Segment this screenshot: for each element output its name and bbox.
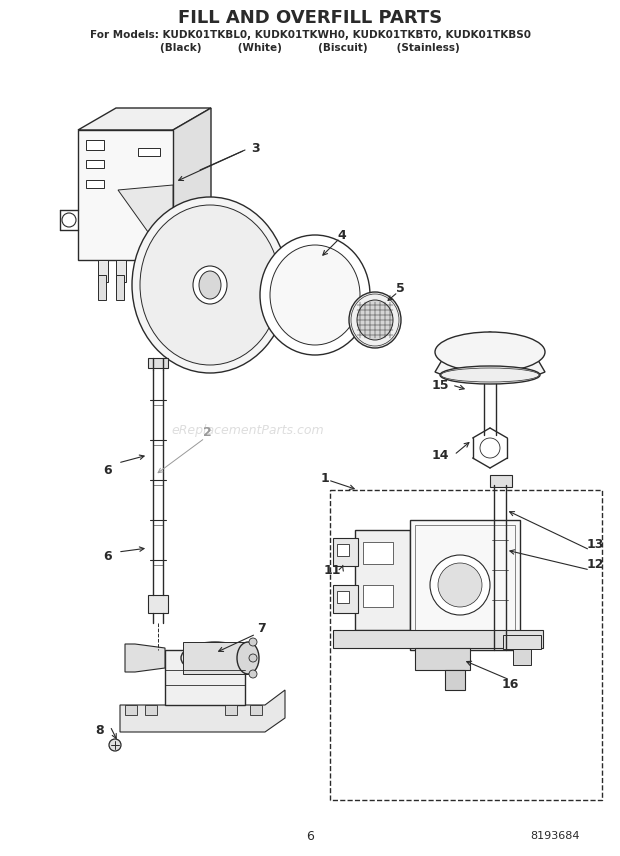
Ellipse shape (237, 642, 259, 674)
Ellipse shape (199, 271, 221, 299)
Circle shape (249, 638, 257, 646)
Polygon shape (78, 108, 211, 130)
Polygon shape (173, 108, 211, 260)
Bar (148, 358, 168, 368)
Bar (490, 475, 512, 487)
Text: 4: 4 (338, 229, 347, 241)
Bar (225, 705, 237, 715)
Text: FILL AND OVERFILL PARTS: FILL AND OVERFILL PARTS (178, 9, 442, 27)
Bar (86, 180, 104, 188)
Bar (98, 275, 106, 300)
Bar (333, 630, 543, 648)
Bar (86, 140, 104, 150)
Bar (363, 542, 393, 564)
Circle shape (109, 739, 121, 751)
Ellipse shape (357, 300, 393, 340)
Text: 2: 2 (203, 425, 211, 438)
Text: 12: 12 (587, 558, 604, 572)
Bar (410, 520, 520, 650)
Text: 8: 8 (95, 723, 104, 736)
Text: For Models: KUDK01TKBL0, KUDK01TKWH0, KUDK01TKBT0, KUDK01TKBS0: For Models: KUDK01TKBL0, KUDK01TKWH0, KU… (89, 30, 531, 40)
Ellipse shape (132, 197, 288, 373)
Bar (333, 585, 358, 613)
Text: 1: 1 (321, 472, 329, 484)
Circle shape (62, 213, 76, 227)
Circle shape (430, 555, 490, 615)
Ellipse shape (140, 205, 280, 365)
Bar (363, 585, 393, 607)
Text: 16: 16 (502, 679, 519, 692)
Bar (503, 635, 541, 649)
Bar (330, 490, 602, 800)
Ellipse shape (260, 235, 370, 355)
Bar (445, 670, 465, 690)
Text: 15: 15 (432, 378, 449, 391)
Polygon shape (435, 332, 545, 382)
Ellipse shape (435, 332, 545, 372)
Circle shape (249, 670, 257, 678)
Bar (183, 642, 248, 674)
Polygon shape (120, 690, 285, 732)
Circle shape (480, 438, 500, 458)
Text: 6: 6 (104, 550, 112, 562)
Bar (78, 130, 173, 260)
Bar (116, 260, 126, 282)
Ellipse shape (181, 642, 249, 674)
Ellipse shape (193, 266, 227, 304)
Bar (148, 595, 168, 613)
Bar (355, 530, 410, 630)
Text: 5: 5 (396, 282, 404, 294)
Text: (Black)          (White)          (Biscuit)        (Stainless): (Black) (White) (Biscuit) (Stainless) (160, 43, 460, 53)
Bar (86, 160, 104, 168)
Text: eReplacementParts.com: eReplacementParts.com (172, 424, 324, 437)
Bar (138, 148, 160, 156)
Text: 13: 13 (587, 538, 604, 551)
Bar (337, 591, 349, 603)
Bar (513, 649, 531, 665)
Bar (125, 705, 137, 715)
Circle shape (249, 654, 257, 662)
Text: 3: 3 (250, 141, 259, 154)
Bar (337, 544, 349, 556)
Ellipse shape (349, 292, 401, 348)
Polygon shape (125, 644, 165, 672)
Polygon shape (118, 185, 173, 260)
Bar (98, 260, 108, 282)
Ellipse shape (270, 245, 360, 345)
Bar (145, 705, 157, 715)
Bar (415, 525, 515, 645)
Ellipse shape (440, 366, 540, 384)
Bar (165, 650, 245, 705)
Text: 7: 7 (258, 621, 267, 634)
Bar (415, 648, 470, 670)
Bar (333, 538, 358, 566)
Text: 11: 11 (323, 563, 341, 576)
Text: 6: 6 (306, 829, 314, 842)
Text: 6: 6 (104, 463, 112, 477)
Text: 14: 14 (432, 449, 449, 461)
Bar (250, 705, 262, 715)
Bar (116, 275, 124, 300)
Text: 8193684: 8193684 (530, 831, 580, 841)
Circle shape (438, 563, 482, 607)
